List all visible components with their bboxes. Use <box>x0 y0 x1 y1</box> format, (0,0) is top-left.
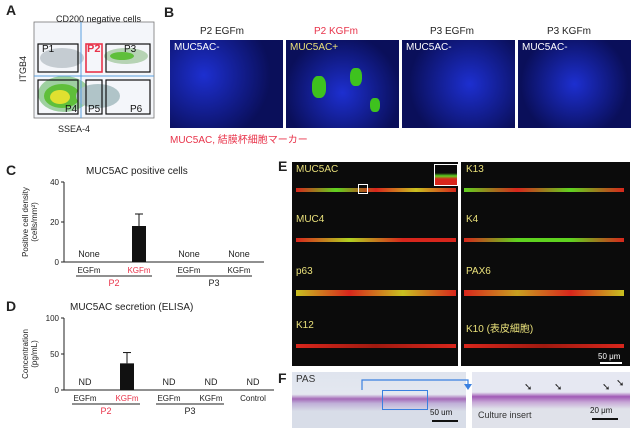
stain-label-4: MUC5AC- <box>522 42 568 53</box>
x-tick-label: EGFm <box>77 266 100 275</box>
gate-label-p4: P4 <box>65 104 78 115</box>
panel-f-letter: F <box>278 370 287 386</box>
zoom-connector <box>361 379 472 390</box>
x-tick-label: EGFm <box>73 394 96 403</box>
muc5ac-positive-cells <box>312 76 326 98</box>
y-axis-label: Concentration(pg/mL) <box>21 329 39 379</box>
gate-label-p1: P1 <box>42 44 55 55</box>
group-label: P3 <box>208 278 219 288</box>
micrograph-p3-kgfm: MUC5AC- <box>518 40 631 128</box>
chart-title: MUC5AC positive cells <box>86 166 188 177</box>
x-tick-label: EGFm <box>157 394 180 403</box>
fluor-label-k13: K13 <box>466 164 484 175</box>
y-tick-label: 0 <box>55 386 60 395</box>
gate-label-p2: P2 <box>87 43 100 55</box>
pas-label: PAS <box>296 374 316 385</box>
arrowhead-icon: ➘ <box>524 382 533 393</box>
fluor-label-p63: p63 <box>296 266 313 277</box>
panel-b-letter: B <box>164 4 175 20</box>
pas-scalebar-left: 50 um <box>430 408 453 417</box>
pas-stain-left: PAS 50 um <box>292 372 466 428</box>
x-tick-label: Control <box>240 394 266 403</box>
fluor-label-pax6: PAX6 <box>466 266 491 277</box>
fluor-label-k10: K10 (表皮細胞) <box>466 324 534 335</box>
panel-b-header-2: P2 KGFm <box>314 26 358 37</box>
fluor-label-k12: K12 <box>296 320 314 331</box>
gate-p3 <box>105 43 151 73</box>
zoom-source-box <box>382 390 428 410</box>
x-tick-label: KGFm <box>227 266 250 275</box>
gate-label-p5: P5 <box>88 104 101 115</box>
panel-b-header-1: P2 EGFm <box>200 26 244 37</box>
stain-label-1: MUC5AC- <box>174 42 220 53</box>
gate-p2 <box>85 43 103 73</box>
y-tick-label: 50 <box>50 350 59 359</box>
panel-a-letter: A <box>6 2 17 18</box>
panel-b-caption: MUC5AC, 結膜杯細胞マーカー <box>170 135 308 146</box>
zoom-region-box <box>358 184 368 194</box>
micrograph-p2-egfm: MUC5AC- <box>170 40 283 128</box>
chart-title: MUC5AC secretion (ELISA) <box>70 302 193 313</box>
fluorescence-panel: MUC5AC MUC4 p63 K12 K13 K4 PAX6 K10 (表皮細… <box>292 162 630 366</box>
stain-label-2: MUC5AC+ <box>290 42 339 53</box>
group-label: P3 <box>184 406 195 416</box>
gate-p4 <box>37 79 79 115</box>
zoom-inset <box>434 164 458 186</box>
culture-insert-label: Culture insert <box>478 410 532 420</box>
panel-b-header-3: P3 EGFm <box>430 26 474 37</box>
panel-a-flow-plot: CD200 negative cells P1 P2 P3 P4 P5 P6 S… <box>18 14 160 136</box>
x-tick-label: EGFm <box>177 266 200 275</box>
bar-annotation: ND <box>205 377 218 387</box>
y-tick-label: 20 <box>50 218 59 227</box>
gate-p5 <box>85 79 103 115</box>
panel-a-xlabel: SSEA-4 <box>58 124 90 134</box>
micrograph-p2-kgfm: MUC5AC+ <box>286 40 399 128</box>
x-tick-label: KGFm <box>199 394 222 403</box>
y-tick-label: 40 <box>50 178 59 187</box>
flow-cytometry-plot: CD200 negative cells P1 P2 P3 P4 P5 P6 S… <box>18 14 155 134</box>
y-tick-label: 100 <box>46 314 60 323</box>
bar <box>132 226 146 262</box>
arrowhead-icon: ➘ <box>616 378 625 389</box>
pas-stain-right: ➘ ➘ ➘ ➘ Culture insert 20 μm <box>472 372 630 428</box>
bar <box>120 363 134 390</box>
arrowhead-icon: ➘ <box>554 382 563 393</box>
bar-annotation: None <box>178 249 200 259</box>
chart-d: MUC5AC secretion (ELISA) 0 50 100 Concentrat… <box>21 302 274 416</box>
pas-scalebar-right: 20 μm <box>590 406 613 415</box>
group-label: P2 <box>108 278 119 288</box>
panel-c-letter: C <box>6 162 17 178</box>
gate-label-p6: P6 <box>130 104 143 115</box>
y-axis-label: Positive cell density(cells/mm²) <box>21 187 39 257</box>
x-tick-label: KGFm <box>127 266 150 275</box>
micrograph-p3-egfm: MUC5AC- <box>402 40 515 128</box>
x-tick-label: KGFm <box>115 394 138 403</box>
bar-annotation: None <box>78 249 100 259</box>
group-label: P2 <box>100 406 111 416</box>
gate-label-p3: P3 <box>124 44 137 55</box>
panel-e-letter: E <box>278 158 288 174</box>
bar-annotation: None <box>228 249 250 259</box>
y-tick-label: 0 <box>55 258 60 267</box>
panel-a-title: CD200 negative cells <box>56 14 142 24</box>
stain-label-3: MUC5AC- <box>406 42 452 53</box>
scatter-density <box>38 48 148 112</box>
fluor-label-k4: K4 <box>466 214 479 225</box>
gate-p1 <box>37 43 79 73</box>
chart-c: MUC5AC positive cells 0 20 40 Positive cell … <box>21 166 264 288</box>
bar-annotation: ND <box>79 377 92 387</box>
gate-p6 <box>105 79 151 115</box>
bar-annotation: ND <box>163 377 176 387</box>
fluor-label-muc5ac: MUC5AC <box>296 164 339 175</box>
panel-e-scalebar: 50 μm <box>598 352 621 361</box>
fluor-label-muc4: MUC4 <box>296 214 325 225</box>
panel-d-letter: D <box>6 298 17 314</box>
arrowhead-icon: ➘ <box>602 382 611 393</box>
panel-b-header-4: P3 KGFm <box>547 26 591 37</box>
bar-annotation: ND <box>247 377 260 387</box>
panel-a-ylabel: ITGB4 <box>18 56 28 82</box>
